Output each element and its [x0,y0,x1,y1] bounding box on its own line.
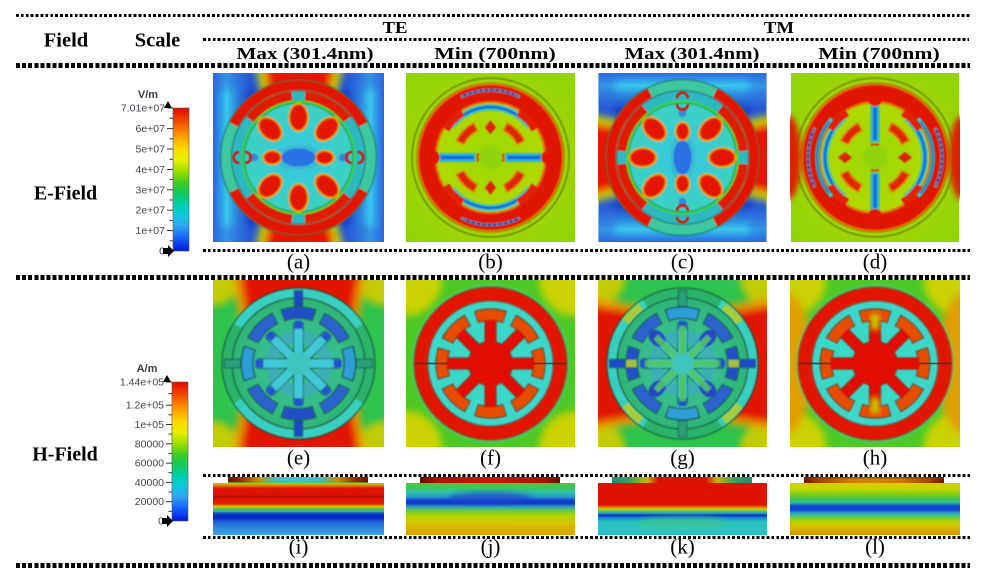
svg-text:0: 0 [158,516,164,528]
svg-text:6e+07: 6e+07 [136,123,166,135]
svg-text:0: 0 [159,246,165,258]
svg-text:1e+07: 1e+07 [136,225,166,237]
svg-text:2e+07: 2e+07 [136,205,166,217]
svg-text:4e+07: 4e+07 [136,164,166,176]
svg-text:5e+07: 5e+07 [136,144,166,156]
svg-text:V/m: V/m [138,89,158,101]
svg-text:1.44e+05: 1.44e+05 [120,377,164,389]
svg-text:A/m: A/m [137,363,158,375]
svg-text:1.2e+05: 1.2e+05 [126,400,164,412]
svg-text:60000: 60000 [135,458,164,470]
svg-text:1e+05: 1e+05 [135,419,165,431]
svg-text:3e+07: 3e+07 [136,184,166,196]
svg-text:40000: 40000 [135,477,164,489]
svg-text:20000: 20000 [135,496,164,508]
svg-text:7.01e+07: 7.01e+07 [121,103,165,115]
svg-text:80000: 80000 [135,438,164,450]
